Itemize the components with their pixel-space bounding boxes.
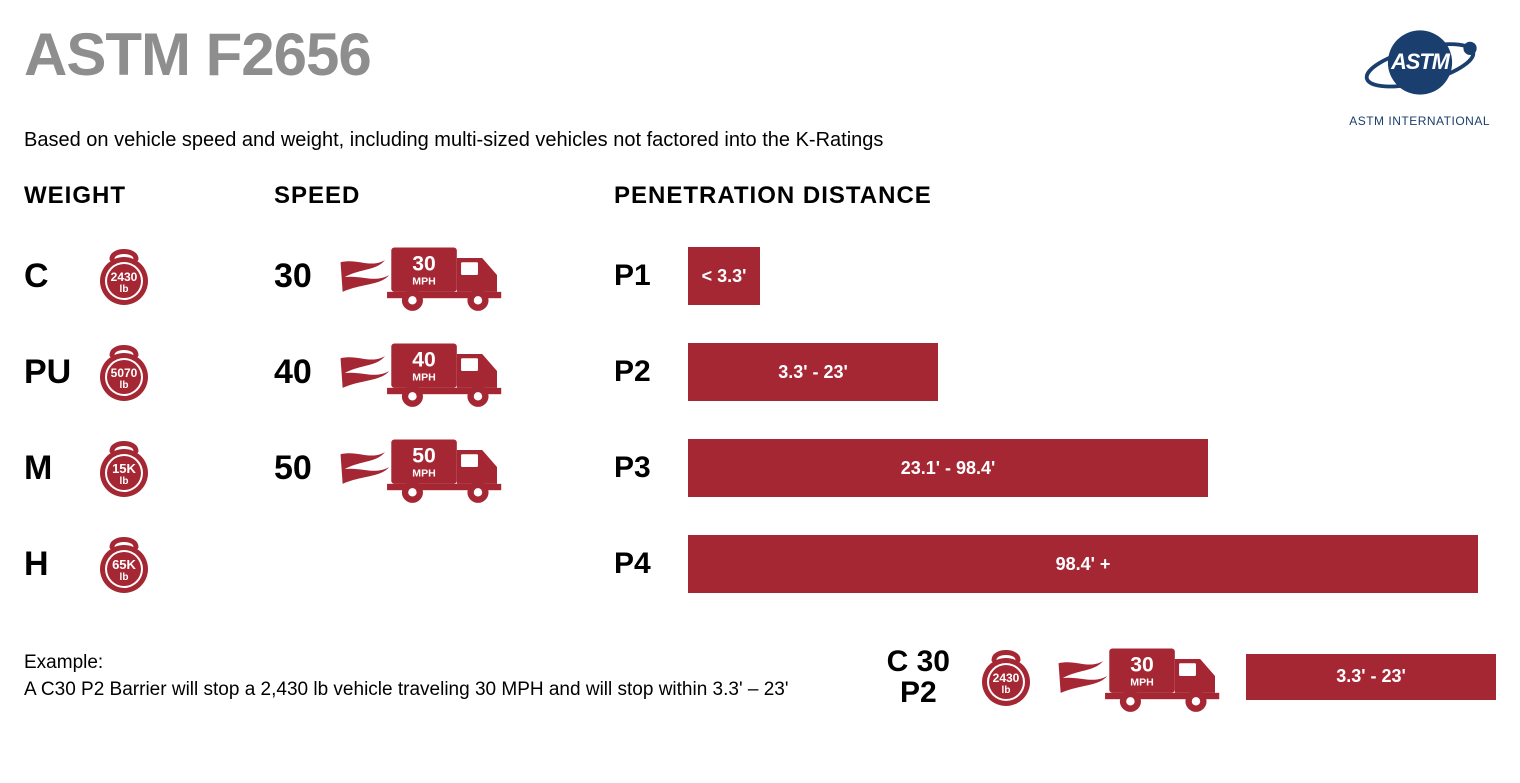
penetration-row-p2: P2 3.3' - 23' — [614, 324, 1496, 420]
example-code-line2: P2 — [887, 677, 950, 709]
speed-row-40: 40 40 MPH — [274, 324, 574, 420]
page-title: ASTM F2656 — [24, 20, 1496, 89]
weight-code-m: M — [24, 449, 80, 488]
svg-text:5070: 5070 — [111, 366, 138, 380]
speed-row-50: 50 50 MPH — [274, 420, 574, 516]
kettlebell-icon: 2430 lb — [94, 245, 154, 307]
example-section: Example: A C30 P2 Barrier will stop a 2,… — [24, 640, 1496, 714]
svg-text:2430: 2430 — [993, 671, 1020, 685]
penetration-code-p2: P2 — [614, 355, 670, 389]
penetration-bar-p1: < 3.3' — [688, 247, 760, 305]
truck-icon: 50 MPH — [338, 431, 508, 505]
penetration-code-p1: P1 — [614, 259, 670, 293]
svg-text:30: 30 — [1130, 654, 1154, 677]
speed-code-30: 30 — [274, 257, 324, 296]
penetration-bar-p4: 98.4' + — [688, 535, 1478, 593]
svg-text:2430: 2430 — [111, 270, 138, 284]
astm-logo: ASTM ASTM INTERNATIONAL — [1349, 20, 1490, 128]
subtitle: Based on vehicle speed and weight, inclu… — [24, 129, 1496, 152]
svg-text:30: 30 — [412, 253, 436, 276]
example-bar: 3.3' - 23' — [1246, 654, 1496, 700]
weight-column: WEIGHT C 2430 lb PU 5070 lb M 15K lb — [24, 182, 234, 612]
svg-text:lb: lb — [1002, 685, 1011, 696]
weight-row-c: C 2430 lb — [24, 228, 234, 324]
weight-code-pu: PU — [24, 353, 80, 392]
penetration-header: PENETRATION DISTANCE — [614, 182, 1496, 210]
kettlebell-icon: 65K lb — [94, 533, 154, 595]
penetration-row-p4: P4 98.4' + — [614, 516, 1496, 612]
speed-row-30: 30 30 MPH — [274, 228, 574, 324]
speed-code-50: 50 — [274, 449, 324, 488]
speed-header: SPEED — [274, 182, 574, 210]
weight-row-h: H 65K lb — [24, 516, 234, 612]
penetration-column: PENETRATION DISTANCE P1 < 3.3' P2 3.3' -… — [614, 182, 1496, 612]
speed-column: SPEED 30 30 MPH 40 40 MPH 50 50 MPH — [274, 182, 574, 612]
svg-text:ASTM: ASTM — [1390, 49, 1451, 74]
svg-text:MPH: MPH — [412, 467, 435, 479]
penetration-bar-p2: 3.3' - 23' — [688, 343, 938, 401]
weight-row-m: M 15K lb — [24, 420, 234, 516]
weight-header: WEIGHT — [24, 182, 234, 210]
svg-text:MPH: MPH — [412, 371, 435, 383]
penetration-row-p1: P1 < 3.3' — [614, 228, 1496, 324]
penetration-bar-p3: 23.1' - 98.4' — [688, 439, 1208, 497]
astm-logo-icon: ASTM — [1355, 20, 1485, 105]
truck-icon: 30 MPH — [1056, 640, 1226, 714]
kettlebell-icon: 2430 lb — [976, 646, 1036, 708]
kettlebell-icon: 5070 lb — [94, 341, 154, 403]
svg-text:lb: lb — [120, 380, 129, 391]
kettlebell-icon: 15K lb — [94, 437, 154, 499]
example-heading: Example: — [24, 650, 867, 677]
svg-text:lb: lb — [120, 284, 129, 295]
example-code-line1: C 30 — [887, 646, 950, 678]
svg-text:50: 50 — [412, 445, 436, 468]
svg-text:40: 40 — [412, 349, 436, 372]
svg-text:65K: 65K — [112, 557, 136, 572]
weight-row-pu: PU 5070 lb — [24, 324, 234, 420]
svg-text:lb: lb — [120, 476, 129, 487]
svg-text:lb: lb — [120, 572, 129, 583]
svg-text:MPH: MPH — [1130, 676, 1153, 688]
example-text: A C30 P2 Barrier will stop a 2,430 lb ve… — [24, 677, 867, 704]
weight-code-h: H — [24, 545, 80, 584]
penetration-code-p3: P3 — [614, 451, 670, 485]
truck-icon: 30 MPH — [338, 239, 508, 313]
penetration-code-p4: P4 — [614, 547, 670, 581]
svg-text:MPH: MPH — [412, 275, 435, 287]
svg-text:15K: 15K — [112, 461, 136, 476]
example-codes: C 30 P2 — [887, 646, 950, 709]
weight-code-c: C — [24, 257, 80, 296]
truck-icon: 40 MPH — [338, 335, 508, 409]
astm-logo-text: ASTM INTERNATIONAL — [1349, 114, 1490, 128]
speed-code-40: 40 — [274, 353, 324, 392]
penetration-row-p3: P3 23.1' - 98.4' — [614, 420, 1496, 516]
